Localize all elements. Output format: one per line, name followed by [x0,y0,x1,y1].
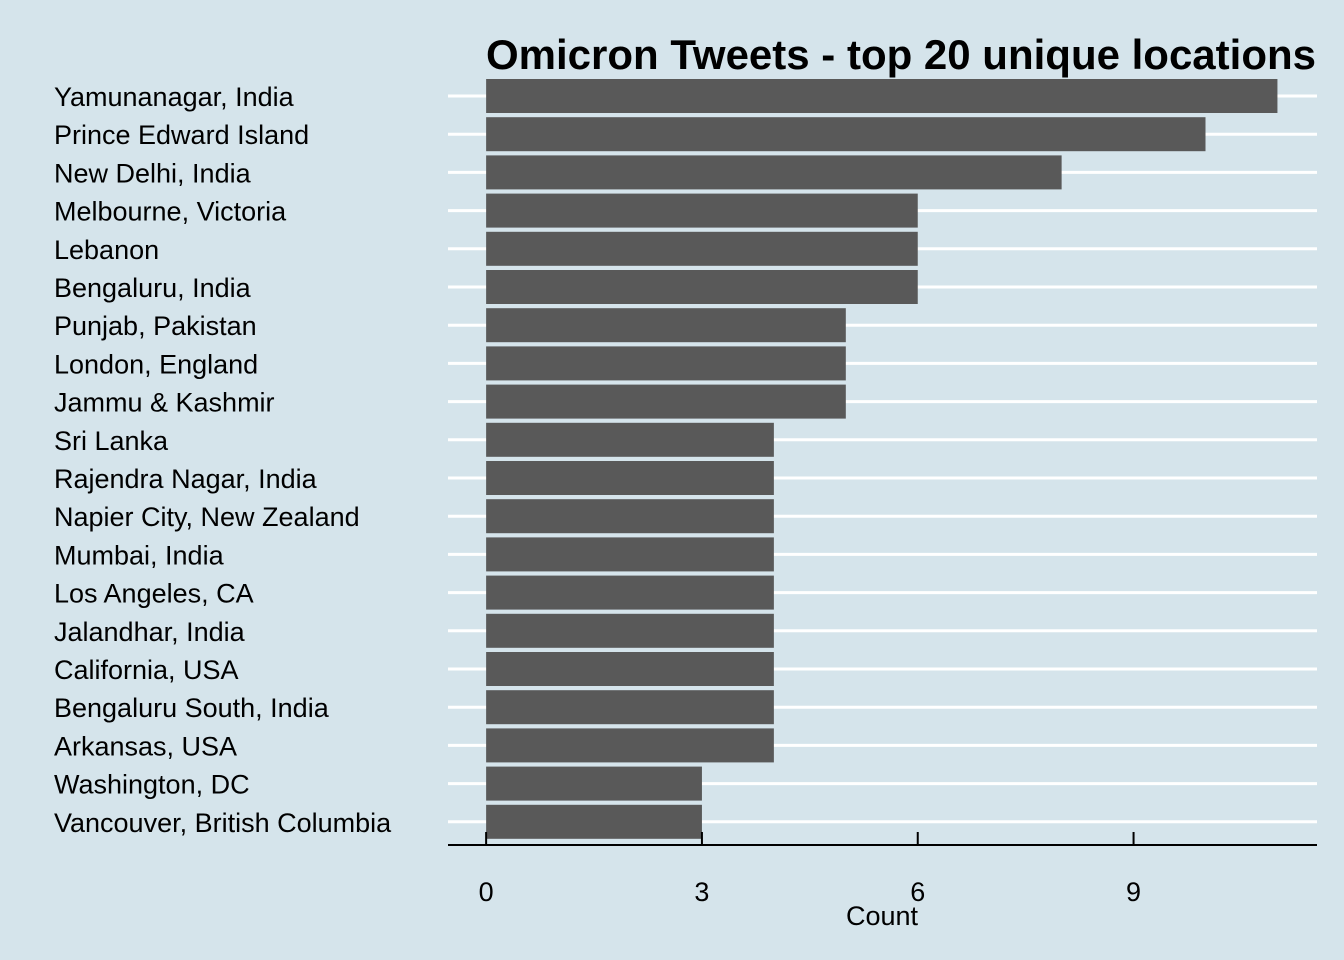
category-label: Mumbai, India [54,540,225,570]
category-label: Lebanon [54,235,159,265]
x-tick-label: 6 [910,877,925,907]
bar [486,575,774,610]
bar [486,499,774,534]
bar [486,231,918,266]
category-label: Bengaluru South, India [54,693,330,723]
bar [486,804,702,839]
bar [486,79,1278,113]
bar [486,461,774,495]
category-labels: Yamunanagar, India Prince Edward Island Ne… [54,82,392,838]
bar [486,422,774,457]
category-label: London, England [54,349,258,379]
x-axis: 0 3 6 9 [448,832,1317,907]
bar [486,690,774,725]
bar [486,117,1206,152]
bar [486,308,846,343]
category-label: Rajendra Nagar, India [54,464,318,494]
category-label: New Delhi, India [54,158,252,188]
category-label: Arkansas, USA [54,731,237,761]
category-label: Los Angeles, CA [54,579,254,609]
category-label: Bengaluru, India [54,273,252,303]
category-label: Prince Edward Island [54,120,309,150]
bar [486,728,774,763]
bar [486,346,846,381]
bar [486,613,774,648]
category-label: Jammu & Kashmir [54,388,275,418]
bar [486,537,774,572]
category-label: Yamunanagar, India [54,82,295,112]
x-axis-title: Count [846,901,919,931]
bar [486,766,702,801]
category-label: Melbourne, Victoria [54,197,287,227]
category-label: Sri Lanka [54,426,169,456]
bar [486,270,918,304]
bar [486,155,1062,190]
category-label: Napier City, New Zealand [54,502,360,532]
category-label: Vancouver, British Columbia [54,808,392,838]
x-tick-label: 3 [694,877,709,907]
bar [486,193,918,228]
chart-title: Omicron Tweets - top 20 unique locations [486,31,1316,78]
x-tick-label: 9 [1126,877,1141,907]
category-label: California, USA [54,655,239,685]
category-label: Punjab, Pakistan [54,311,257,341]
bars [486,79,1278,839]
bar [486,652,774,686]
bar [486,384,846,419]
category-label: Jalandhar, India [54,617,246,647]
category-label: Washington, DC [54,770,250,800]
x-tick-label: 0 [479,877,494,907]
